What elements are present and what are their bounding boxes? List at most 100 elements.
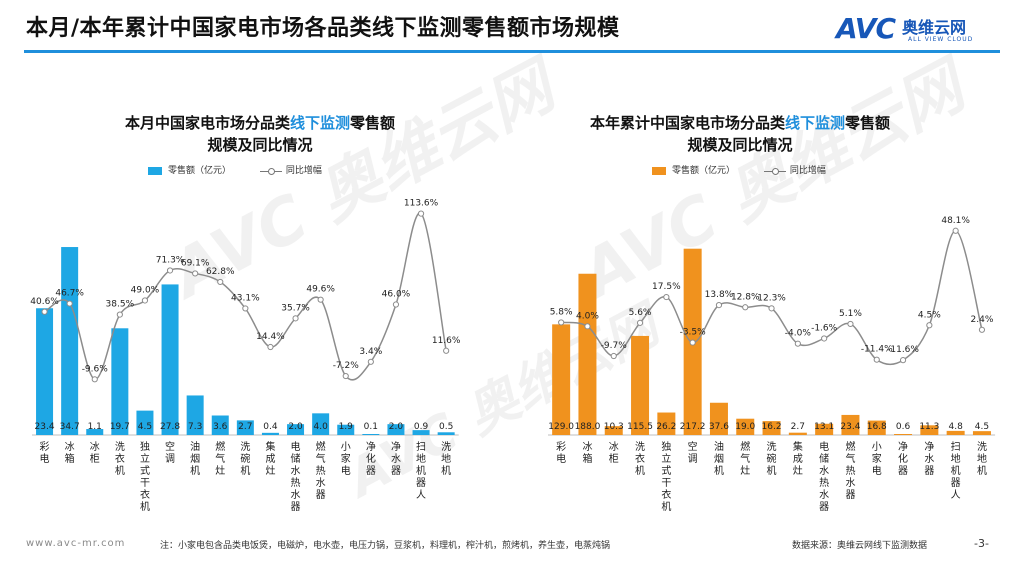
chart2-yoy-point bbox=[768, 305, 775, 312]
chart1-yoy-line bbox=[44, 212, 447, 381]
chart1-category-label: 彩电 bbox=[40, 441, 50, 465]
chart1-category-label: 洗碗机 bbox=[240, 441, 250, 477]
chart1-bar-label: 1.1 bbox=[88, 422, 102, 432]
chart1-bar bbox=[362, 434, 380, 435]
chart1-bar-label: 34.7 bbox=[60, 422, 80, 432]
chart1-bar bbox=[337, 424, 355, 435]
chart2-title-line2: 规模及同比情况 bbox=[687, 136, 793, 154]
chart2-category-label: 油烟机 bbox=[714, 440, 724, 477]
chart2-yoy-label: -9.7% bbox=[601, 341, 628, 351]
chart2-yoy-label: 12.3% bbox=[757, 293, 786, 303]
chart1-yoy-point bbox=[217, 278, 224, 286]
chart1-bar bbox=[61, 247, 79, 435]
chart2-yoy-point bbox=[926, 322, 933, 329]
chart2-yoy-label: 2.4% bbox=[971, 315, 994, 325]
chart2-yoy-label: 5.6% bbox=[629, 308, 652, 318]
chart2-yoy-point bbox=[742, 304, 749, 311]
chart2-yoy-label: -11.6% bbox=[887, 345, 919, 355]
chart1-legend-bar-label: 零售额（亿元） bbox=[168, 166, 232, 176]
chart1-bar-label: 0.4 bbox=[263, 422, 278, 432]
chart1-yoy-point bbox=[116, 311, 123, 318]
chart1-category-label: 空调 bbox=[165, 440, 175, 465]
chart1-yoy-label: 14.4% bbox=[256, 332, 285, 342]
chart1-bar-label: 23.4 bbox=[35, 422, 55, 432]
chart1-bar-label: 2.7 bbox=[238, 422, 252, 432]
chart1-yoy-point bbox=[41, 308, 48, 315]
chart1-yoy-point bbox=[166, 267, 174, 274]
chart2-bar-label: 11.3 bbox=[919, 422, 939, 432]
chart1-legend: 零售额（亿元） 同比增幅 bbox=[148, 163, 322, 176]
chart2-category-label: 彩电 bbox=[556, 441, 566, 465]
chart1-yoy-label: 69.1% bbox=[181, 258, 210, 268]
chart1-yoy-point bbox=[417, 210, 425, 217]
chart2-bar-label: 13.1 bbox=[814, 422, 834, 432]
logo-cn-text: 奥维云网 bbox=[902, 18, 967, 37]
chart2-title-pre: 本年累计中国家电市场分品类 bbox=[589, 114, 785, 132]
chart1-bar-label: 7.3 bbox=[188, 422, 202, 432]
chart1-yoy-label: 49.0% bbox=[131, 285, 160, 295]
chart1-legend-line-marker bbox=[259, 167, 282, 175]
chart2-bar-label: 4.5 bbox=[975, 422, 989, 432]
chart1-category-label: 电储水热水器 bbox=[291, 440, 301, 513]
chart2-yoy-label: -11.4% bbox=[861, 345, 893, 355]
chart1-yoy-point bbox=[242, 305, 249, 312]
chart2-bar-label: 16.2 bbox=[762, 422, 782, 432]
chart2-category-label: 空调 bbox=[688, 440, 698, 465]
chart1-category-label: 扫地机器人 bbox=[416, 440, 426, 501]
chart2-yoy-point bbox=[715, 302, 723, 309]
chart2-category-label: 冰箱 bbox=[582, 440, 592, 465]
chart2-legend: 零售额（亿元） 同比增幅 bbox=[652, 163, 826, 176]
chart1-yoy-label: 3.4% bbox=[359, 347, 382, 357]
chart2-yoy-point bbox=[663, 293, 670, 301]
chart1-bar bbox=[287, 424, 305, 435]
chart1-bar-label: 27.8 bbox=[160, 422, 180, 432]
chart1-bar bbox=[437, 432, 455, 435]
chart2-yoy-label: 4.5% bbox=[918, 310, 941, 320]
chart1-category-label: 净化器 bbox=[366, 440, 376, 477]
chart1-category-label: 独立式干衣机 bbox=[140, 440, 150, 513]
chart1-yoy-label: 46.0% bbox=[382, 290, 411, 300]
chart1-bar bbox=[186, 395, 204, 435]
chart2-bar bbox=[788, 432, 807, 435]
chart2-legend-bar-swatch bbox=[652, 166, 666, 175]
chart2-bar-label: 217.2 bbox=[680, 422, 706, 432]
page-title: 本月/本年累计中国家电市场各品类线下监测零售额市场规模 bbox=[26, 16, 620, 41]
chart1-yoy-label: -9.6% bbox=[82, 364, 109, 374]
chart2-bar bbox=[894, 434, 913, 435]
chart2-yoy-point bbox=[847, 320, 854, 328]
chart2-bar-label: 23.4 bbox=[840, 422, 860, 432]
chart1-bar-label: 4.5 bbox=[138, 422, 152, 432]
chart1-bar bbox=[312, 413, 330, 435]
title-rule bbox=[24, 50, 1000, 53]
chart2-category-label: 洗碗机 bbox=[767, 441, 777, 477]
page-number: -3- bbox=[974, 537, 989, 550]
chart1-bar-label: 0.9 bbox=[414, 422, 429, 432]
chart1-category-label: 冰柜 bbox=[90, 440, 100, 465]
chart2-title-hl: 线下监测 bbox=[784, 114, 845, 132]
chart2-bar bbox=[867, 420, 886, 435]
chart1-bar bbox=[36, 308, 54, 435]
chart1-yoy-point bbox=[317, 296, 324, 303]
chart2-legend-line-marker bbox=[763, 167, 786, 175]
chart1-yoy-point bbox=[367, 358, 374, 365]
chart2-yoy-point bbox=[636, 319, 644, 326]
footer-website: www.avc-mr.com bbox=[26, 538, 126, 549]
chart2-yoy-label: 12.8% bbox=[731, 292, 760, 302]
chart1-yoy-label: -7.2% bbox=[333, 361, 360, 371]
chart1-title: 本月中国家电市场分品类线下监测零售额 规模及同比情况 bbox=[50, 112, 470, 156]
chart1-category-label: 冰箱 bbox=[65, 440, 75, 465]
chart2-title-post: 零售额 bbox=[845, 114, 891, 132]
chart2-bar-label: 26.2 bbox=[656, 422, 676, 432]
chart2-yoy-point bbox=[978, 326, 986, 333]
chart2-bar bbox=[709, 402, 728, 435]
chart2-category-label: 洗地机 bbox=[977, 441, 987, 477]
chart2-legend-line-label: 同比增幅 bbox=[789, 166, 826, 176]
chart2-title: 本年累计中国家电市场分品类线下监测零售额 规模及同比情况 bbox=[530, 112, 950, 156]
chart2-category-label: 电储水热水器 bbox=[819, 440, 829, 513]
chart1-bar bbox=[412, 430, 430, 435]
chart1-category-label: 燃气灶 bbox=[215, 440, 225, 477]
chart1-bar bbox=[387, 424, 405, 435]
logo: AVC 奥维云网 ALL VIEW CLOUD bbox=[836, 12, 996, 48]
chart1-legend-bar-swatch bbox=[148, 166, 162, 175]
